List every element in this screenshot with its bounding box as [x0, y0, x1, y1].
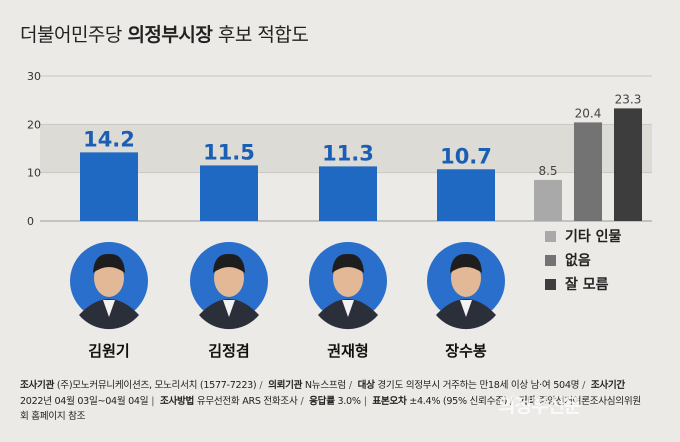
- footer-value: 경기도 의정부시 거주하는 만18세 이상 남·여 504명: [377, 380, 580, 391]
- footer-value: 회 홈페이지 참조: [20, 411, 86, 422]
- title-prefix: 더불어민주당: [20, 24, 122, 46]
- shirt-shape: [342, 300, 354, 317]
- footer-label: 기타: [518, 395, 536, 407]
- candidate-portrait: [190, 242, 268, 330]
- hair-shape: [332, 253, 364, 273]
- title-suffix: 후보 적합도: [217, 24, 309, 46]
- shirt-shape: [103, 300, 115, 317]
- footer-value: N뉴스프럼: [304, 380, 346, 391]
- data-label: 8.5: [538, 164, 557, 178]
- bar: [200, 165, 258, 221]
- face-shape: [214, 259, 244, 297]
- bar: [437, 169, 495, 221]
- footer-label: 대상: [357, 380, 375, 391]
- candidate-portrait: [309, 242, 387, 330]
- bar: [614, 108, 642, 221]
- footer-value: (주)모노커뮤니케이션즈, 모노리서치 (1577-7223): [56, 380, 257, 391]
- data-label: 23.3: [615, 92, 642, 106]
- legend-swatch: [545, 255, 556, 266]
- candidate-name: 권재형: [327, 342, 368, 360]
- gridband: [40, 124, 652, 173]
- shirt-shape: [223, 300, 235, 317]
- bar: [80, 152, 138, 221]
- footer-value: 중앙선거여론조사심의위원: [538, 395, 642, 407]
- candidate-name: 장수봉: [445, 342, 487, 360]
- y-tick-label: 0: [27, 215, 34, 228]
- footer-label: 조사방법: [159, 395, 195, 407]
- footer-label: 응답률: [309, 395, 335, 407]
- y-tick-label: 20: [27, 118, 41, 131]
- candidate-name: 김원기: [88, 342, 129, 360]
- footer-value: 2022년 04월 03일~04월 04일: [20, 395, 149, 407]
- footer-label: 조사기관: [20, 380, 55, 391]
- footer-label: 의뢰기관: [268, 380, 303, 391]
- bar: [574, 122, 602, 221]
- hair-shape: [450, 253, 482, 273]
- legend-label: 잘 모름: [565, 277, 609, 293]
- legend-swatch: [545, 231, 556, 242]
- survey-footer: 조사기관 (주)모노커뮤니케이션즈, 모노리서치 (1577-7223) / 의뢰…: [20, 380, 642, 422]
- data-label: 10.7: [440, 144, 492, 168]
- footer-value: 3.0%: [337, 395, 361, 407]
- candidate-portrait: [70, 242, 148, 330]
- data-label: 14.2: [83, 127, 135, 151]
- y-tick-label: 30: [27, 70, 41, 83]
- title-bold: 의정부시장: [127, 24, 213, 46]
- footer-label: 조사기간: [590, 380, 625, 391]
- y-tick-label: 10: [27, 167, 41, 180]
- face-shape: [451, 259, 481, 297]
- hair-shape: [93, 253, 125, 273]
- data-label: 20.4: [575, 106, 602, 120]
- legend-swatch: [545, 279, 556, 290]
- watermark-logo: 의정부신문: [498, 395, 581, 417]
- legend-label: 기타 인물: [565, 228, 622, 245]
- bar: [319, 166, 377, 221]
- legend-label: 없음: [565, 253, 591, 269]
- data-label: 11.3: [322, 141, 374, 165]
- data-label: 11.5: [203, 140, 255, 164]
- page-title: 더불어민주당 의정부시장 후보 적합도: [20, 20, 309, 47]
- face-shape: [94, 259, 124, 297]
- face-shape: [333, 259, 363, 297]
- bar: [534, 179, 562, 221]
- candidate-name: 김정겸: [208, 342, 249, 360]
- hair-shape: [213, 253, 245, 273]
- shirt-shape: [460, 300, 472, 317]
- candidate-portrait: [427, 242, 505, 330]
- footer-value: 유무선전화 ARS 전화조사: [196, 395, 298, 407]
- footer-label: 표본오차: [372, 395, 407, 407]
- footer-value: ±4.4% (95% 신뢰수준): [409, 395, 508, 407]
